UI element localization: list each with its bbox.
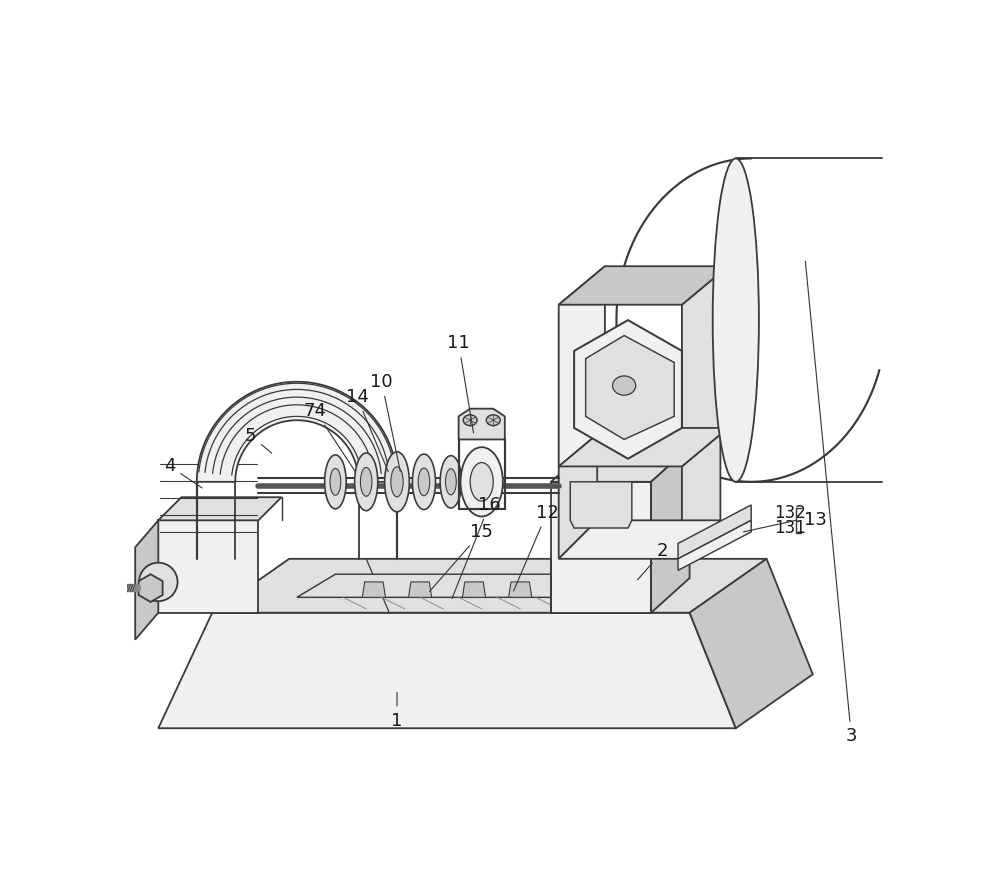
Ellipse shape [391,467,403,496]
Polygon shape [559,520,720,559]
Polygon shape [212,559,767,612]
Text: 1: 1 [391,692,403,730]
Polygon shape [551,482,651,612]
Ellipse shape [330,469,341,496]
Text: 14: 14 [346,388,388,471]
Polygon shape [509,582,532,598]
Ellipse shape [385,452,409,512]
Ellipse shape [412,454,436,510]
Text: 131: 131 [774,519,806,537]
Text: 2: 2 [638,542,668,580]
Text: 132: 132 [774,503,806,522]
Ellipse shape [446,469,456,495]
Text: 15: 15 [430,523,493,591]
Polygon shape [559,428,597,559]
Ellipse shape [486,415,500,426]
Ellipse shape [470,463,493,501]
Polygon shape [570,482,632,528]
Polygon shape [362,582,385,598]
Polygon shape [678,520,751,571]
Ellipse shape [325,455,346,509]
Ellipse shape [355,453,378,510]
Ellipse shape [613,376,636,395]
Polygon shape [158,520,258,612]
Polygon shape [586,335,674,440]
Polygon shape [197,381,397,482]
Polygon shape [574,321,682,459]
Polygon shape [678,505,751,559]
Text: 4: 4 [164,457,202,488]
Ellipse shape [461,447,503,517]
Ellipse shape [360,468,372,496]
Polygon shape [559,428,728,466]
Polygon shape [651,447,690,612]
Text: 12: 12 [514,503,559,591]
Ellipse shape [463,415,477,426]
Ellipse shape [111,580,121,596]
Polygon shape [459,408,505,440]
Polygon shape [409,582,432,598]
Polygon shape [462,582,486,598]
Polygon shape [559,267,605,466]
Polygon shape [559,267,728,305]
Ellipse shape [599,364,649,407]
Text: 3: 3 [805,261,857,745]
Text: 10: 10 [370,373,400,471]
Polygon shape [158,612,736,728]
Text: 5: 5 [245,427,272,453]
Polygon shape [135,520,158,639]
Text: 74: 74 [304,402,355,472]
Polygon shape [690,559,813,728]
Polygon shape [297,574,620,598]
Polygon shape [682,428,720,559]
Ellipse shape [139,563,178,601]
Ellipse shape [418,468,430,496]
Text: 11: 11 [447,334,474,433]
Ellipse shape [713,159,759,482]
Polygon shape [682,267,728,466]
Polygon shape [139,574,163,602]
Polygon shape [158,497,282,520]
Ellipse shape [586,353,663,418]
Ellipse shape [440,456,462,508]
Polygon shape [551,447,690,482]
Text: 13: 13 [804,511,826,530]
Text: 16: 16 [452,496,501,598]
